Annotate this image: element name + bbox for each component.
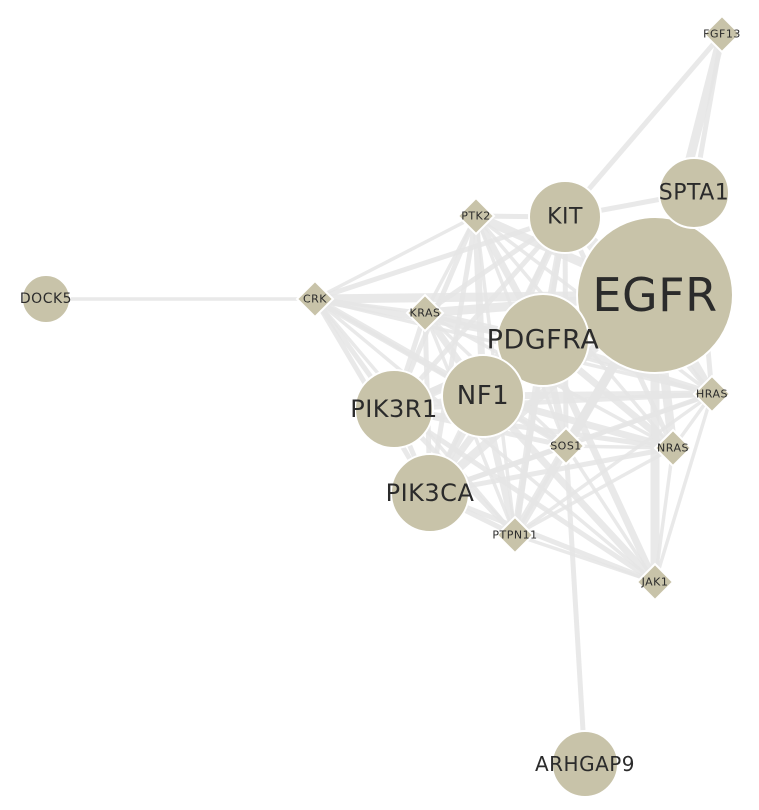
edge-arhgap9-sos1 — [563, 443, 588, 767]
node-fgf13[interactable]: FGF13 — [702, 14, 742, 54]
node-spta1[interactable]: SPTA1 — [658, 157, 730, 229]
edge-kit-pik3r1 — [391, 214, 568, 412]
edge-hras-ptpn11 — [513, 392, 714, 537]
node-kit[interactable]: KIT — [528, 180, 602, 254]
edge-ptpn11-jak1 — [513, 533, 657, 584]
node-diamond — [456, 196, 496, 236]
node-diamond — [546, 426, 586, 466]
node-label: JAK1 — [641, 576, 669, 589]
node-circle — [576, 216, 734, 374]
node-label: ARHGAP9 — [535, 752, 635, 776]
node-circle — [496, 293, 590, 387]
node-diamond — [405, 293, 445, 333]
node-diamond — [702, 14, 742, 54]
node-nf1[interactable]: NF1 — [441, 354, 525, 438]
edge-crk-kit — [312, 214, 568, 302]
node-label: PIK3R1 — [350, 395, 438, 423]
node-label: SPTA1 — [659, 181, 730, 206]
node-egfr[interactable]: EGFR — [576, 216, 734, 374]
edge-nras-ptpn11 — [513, 446, 675, 537]
node-label: KIT — [547, 205, 583, 230]
node-label: DOCK5 — [20, 291, 72, 307]
node-hras[interactable]: HRAS — [692, 374, 732, 414]
node-label: PTPN11 — [492, 529, 537, 542]
node-diamond — [295, 279, 335, 319]
node-circle — [658, 157, 730, 229]
edge-fgf13-kit — [562, 31, 725, 220]
edge-ptk2-crk — [313, 214, 478, 301]
node-dock5[interactable]: DOCK5 — [20, 274, 72, 324]
node-label: FGF13 — [703, 28, 741, 41]
node-diamond — [692, 374, 732, 414]
node-circle — [21, 274, 71, 324]
node-sos1[interactable]: SOS1 — [546, 426, 586, 466]
node-circle — [551, 730, 619, 798]
node-circle — [528, 180, 602, 254]
node-label: CRK — [303, 293, 327, 306]
node-label: PTK2 — [461, 210, 491, 223]
edge-hras-jak1 — [653, 392, 714, 584]
node-label: PIK3CA — [386, 479, 475, 507]
edge-sos1-ptpn11 — [513, 444, 568, 537]
node-ptpn11[interactable]: PTPN11 — [492, 515, 537, 555]
node-crk[interactable]: CRK — [295, 279, 335, 319]
node-diamond — [653, 428, 693, 468]
node-label: SOS1 — [550, 440, 582, 453]
node-circle — [390, 453, 470, 533]
node-label: EGFR — [592, 268, 717, 322]
node-diamond — [635, 562, 675, 602]
node-nras[interactable]: NRAS — [653, 428, 693, 468]
node-ptk2[interactable]: PTK2 — [456, 196, 496, 236]
edge-pik3r1-nras — [391, 406, 676, 451]
node-pik3ca[interactable]: PIK3CA — [386, 453, 475, 533]
node-pik3r1[interactable]: PIK3R1 — [350, 369, 438, 449]
node-label: KRAS — [410, 307, 441, 320]
node-label: NRAS — [657, 442, 689, 455]
node-jak1[interactable]: JAK1 — [635, 562, 675, 602]
node-label: PDGFRA — [487, 325, 600, 356]
node-diamond — [495, 515, 535, 555]
node-label: HRAS — [696, 388, 728, 401]
node-circle — [441, 354, 525, 438]
edge-nras-jak1 — [653, 446, 675, 584]
node-label: NF1 — [457, 381, 509, 411]
node-circle — [354, 369, 434, 449]
edge-pik3r1-jak1 — [391, 406, 658, 585]
edge-sos1-hras — [564, 392, 714, 448]
edge-sos1-jak1 — [564, 444, 657, 584]
node-pdgfra[interactable]: PDGFRA — [487, 293, 600, 387]
node-arhgap9[interactable]: ARHGAP9 — [535, 730, 635, 798]
edge-crk-kras — [313, 297, 427, 315]
node-kras[interactable]: KRAS — [405, 293, 445, 333]
edge-pik3ca-jak1 — [427, 490, 658, 585]
